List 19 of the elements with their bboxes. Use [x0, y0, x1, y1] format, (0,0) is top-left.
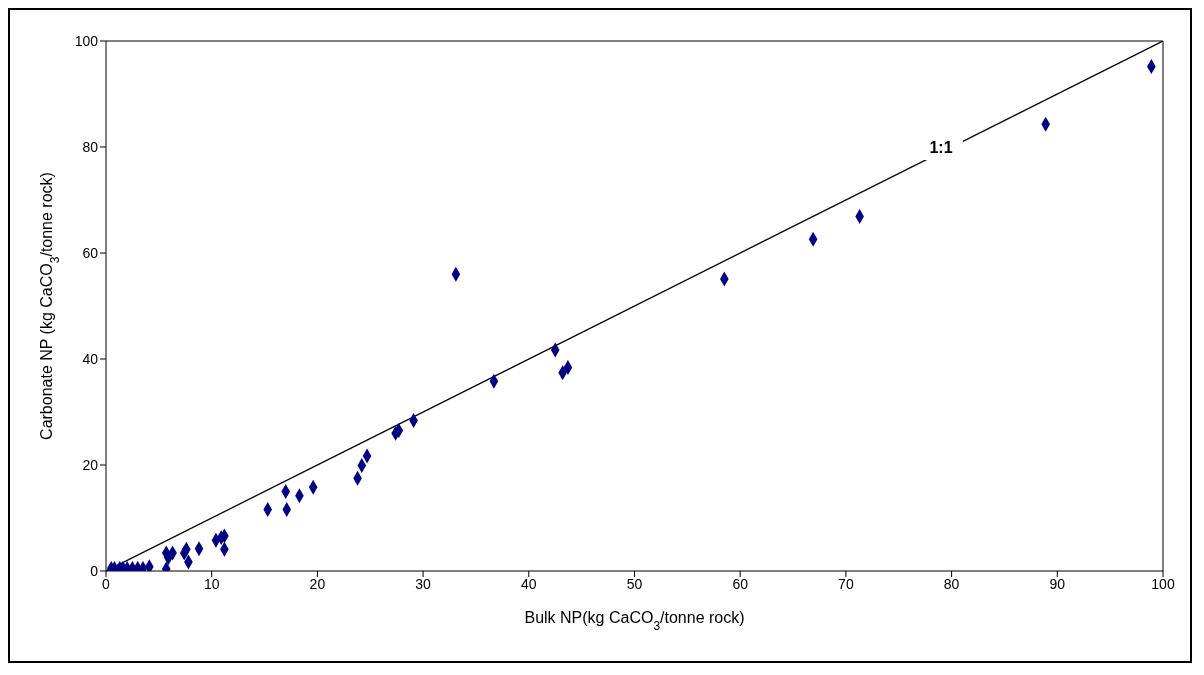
- x-tick-label: 40: [521, 575, 537, 592]
- y-tick-label: 80: [82, 138, 99, 155]
- y-tick-label: 20: [82, 456, 99, 473]
- x-tick-label: 20: [309, 575, 326, 592]
- x-tick-label: 30: [415, 575, 432, 592]
- x-tick-label: 10: [203, 575, 220, 592]
- x-tick-label: 100: [1151, 575, 1175, 592]
- y-tick-label: 0: [90, 562, 99, 579]
- x-tick-label: 0: [102, 575, 111, 592]
- x-tick-label: 50: [626, 575, 643, 592]
- x-tick-label: 70: [838, 575, 854, 592]
- x-tick-label: 90: [1049, 575, 1066, 592]
- x-tick-label: 60: [732, 575, 749, 592]
- y-tick-label: 100: [74, 32, 99, 49]
- annotation: 1:1: [929, 139, 953, 156]
- x-tick-label: 80: [943, 575, 960, 592]
- x-axis-title: Bulk NP(kg CaCO$_{3}$/tonne rock): [524, 609, 745, 633]
- y-tick-label: 40: [82, 350, 99, 367]
- y-tick-label: 60: [82, 244, 99, 261]
